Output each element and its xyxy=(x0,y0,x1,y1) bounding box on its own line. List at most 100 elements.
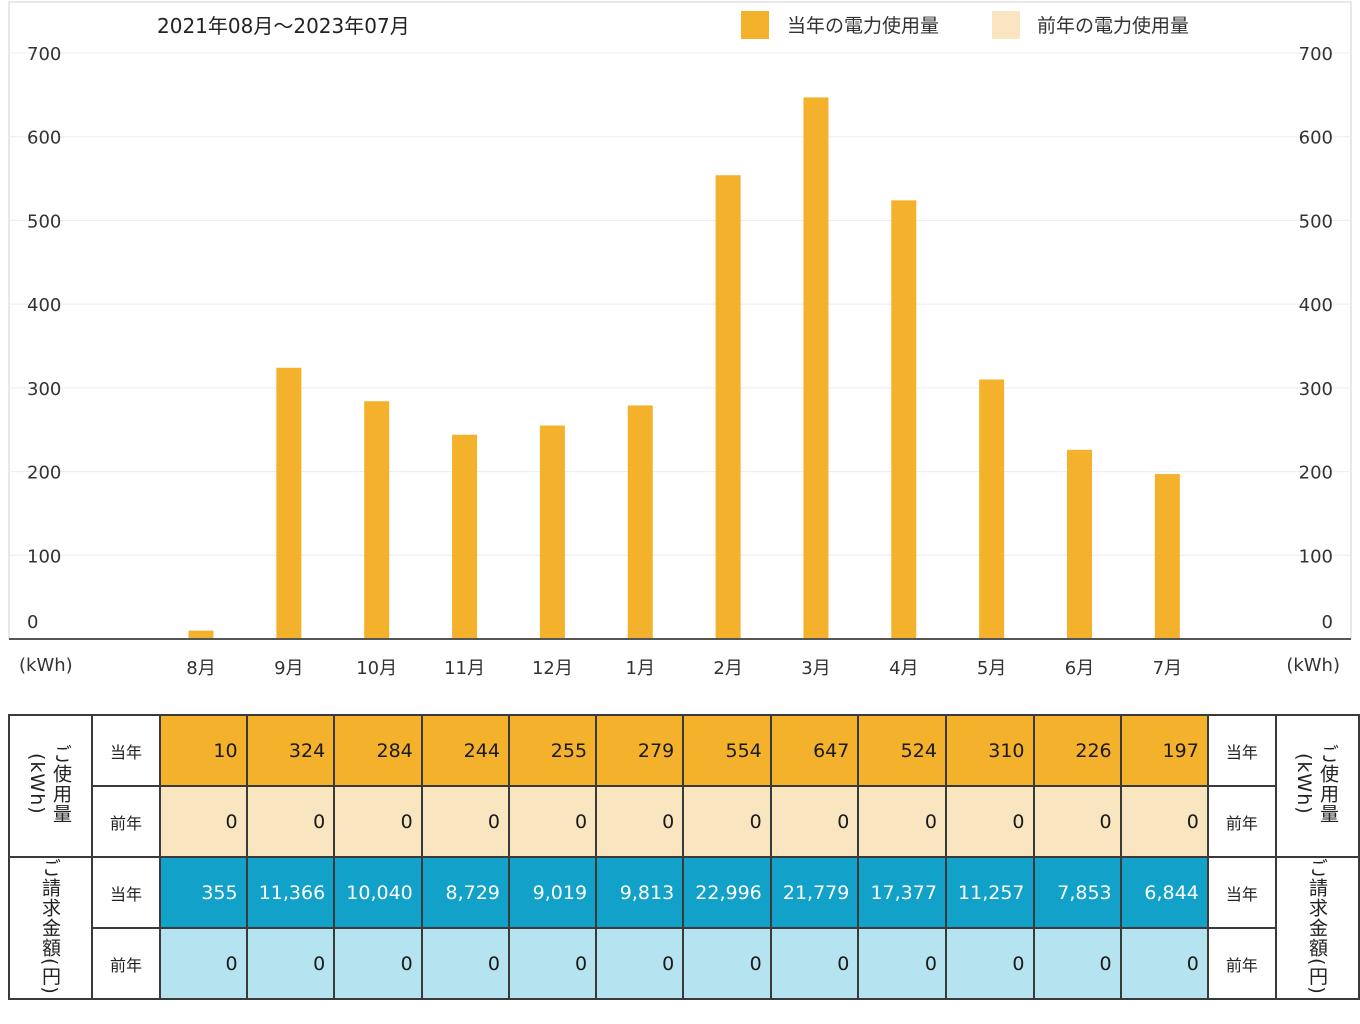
row-label-usage-previous-right: 前年 xyxy=(1206,785,1277,858)
usage-current-cell: 244 xyxy=(420,714,510,787)
legend-label-current: 当年の電力使用量 xyxy=(787,15,939,37)
legend-swatch-previous xyxy=(992,11,1020,39)
bar-current xyxy=(627,405,653,639)
usage-label: ご使用量(kWh) xyxy=(1292,744,1339,824)
x-tick-label: 10月 xyxy=(356,658,397,679)
legend-swatch-current xyxy=(741,11,769,39)
row-label-billing-current-right: 当年 xyxy=(1206,856,1277,929)
unit-label-left: (kWh) xyxy=(19,655,73,676)
usage-previous-cell: 0 xyxy=(1119,785,1209,858)
x-tick-label: 8月 xyxy=(186,658,215,679)
y-tick-label-right: 400 xyxy=(1299,295,1333,316)
y-tick-label-left: 600 xyxy=(27,128,61,149)
usage-previous-cell: 0 xyxy=(944,785,1035,858)
billing-previous-cell: 0 xyxy=(159,927,248,1000)
bar-current xyxy=(452,434,478,639)
x-tick-label: 3月 xyxy=(801,658,830,679)
bar-current xyxy=(979,379,1005,639)
x-tick-label: 12月 xyxy=(532,658,573,679)
chart-border xyxy=(8,1,1352,640)
billing-previous-cell: 0 xyxy=(682,927,772,1000)
x-tick-label: 1月 xyxy=(626,658,655,679)
y-tick-label-left: 0 xyxy=(27,612,38,633)
usage-current-cell: 647 xyxy=(769,714,860,787)
billing-previous-cell: 0 xyxy=(245,927,336,1000)
usage-current-cell: 10 xyxy=(159,714,248,787)
billing-current-cell: 6,844 xyxy=(1119,856,1209,929)
billing-previous-cell: 0 xyxy=(420,927,510,1000)
usage-previous-cell: 0 xyxy=(769,785,860,858)
usage-current-cell: 197 xyxy=(1119,714,1209,787)
usage-current-cell: 284 xyxy=(333,714,423,787)
bar-current xyxy=(539,425,565,639)
billing-current-cell: 355 xyxy=(159,856,248,929)
y-tick-label-right: 500 xyxy=(1299,211,1333,232)
billing-previous-cell: 0 xyxy=(1032,927,1122,1000)
billing-previous-cell: 0 xyxy=(769,927,860,1000)
billing-current-cell: 11,257 xyxy=(944,856,1035,929)
billing-previous-cell: 0 xyxy=(944,927,1035,1000)
usage-current-cell: 279 xyxy=(595,714,685,787)
bar-current xyxy=(1067,449,1092,639)
bar-current xyxy=(276,367,302,639)
billing-side-label-left: ご請求金額(円) xyxy=(8,856,93,1000)
y-tick-label-right: 0 xyxy=(1322,612,1333,633)
billing-current-cell: 10,040 xyxy=(333,856,423,929)
billing-previous-cell: 0 xyxy=(857,927,947,1000)
usage-side-label-left: ご使用量(kWh) xyxy=(8,714,93,858)
bar-current xyxy=(891,200,917,639)
y-tick-label-left: 200 xyxy=(27,463,61,484)
row-label-billing-current-left: 当年 xyxy=(90,856,162,929)
usage-current-cell: 226 xyxy=(1032,714,1122,787)
billing-current-cell: 11,366 xyxy=(245,856,336,929)
period-title: 2021年08月〜2023年07月 xyxy=(157,14,410,38)
usage-current-cell: 255 xyxy=(507,714,598,787)
usage-current-cell: 524 xyxy=(857,714,947,787)
x-tick-label: 4月 xyxy=(889,658,918,679)
usage-previous-cell: 0 xyxy=(333,785,423,858)
billing-previous-cell: 0 xyxy=(595,927,685,1000)
usage-current-cell: 310 xyxy=(944,714,1035,787)
billing-current-row: ご請求金額(円) 当年 355 11,366 10,040 8,729 9,01… xyxy=(8,856,1360,1000)
row-label-usage-current-left: 当年 xyxy=(90,714,162,787)
billing-previous-cell: 0 xyxy=(507,927,598,1000)
x-tick-label: 11月 xyxy=(444,658,485,679)
usage-previous-row: 前年 0 0 0 0 0 0 0 0 0 0 0 0 前年 xyxy=(9,785,1359,858)
billing-label: ご請求金額(円) xyxy=(1305,857,1328,995)
unit-label-right: (kWh) xyxy=(1286,655,1340,676)
usage-previous-cell: 0 xyxy=(245,785,336,858)
billing-current-cell: 22,996 xyxy=(682,856,772,929)
billing-side-label-right: ご請求金額(円) xyxy=(1274,856,1360,1000)
row-label-usage-current-right: 当年 xyxy=(1206,714,1277,787)
usage-previous-cell: 0 xyxy=(595,785,685,858)
usage-current-row: ご使用量(kWh) 当年 10 324 284 244 255 279 554 … xyxy=(8,714,1360,858)
billing-current-cell: 9,813 xyxy=(595,856,685,929)
billing-current-cell: 21,779 xyxy=(769,856,860,929)
legend-label-previous: 前年の電力使用量 xyxy=(1037,15,1189,37)
usage-side-label-right: ご使用量(kWh) xyxy=(1274,714,1360,858)
x-tick-label: 2月 xyxy=(713,658,742,679)
x-tick-label: 6月 xyxy=(1065,658,1094,679)
billing-current-cell: 8,729 xyxy=(420,856,510,929)
y-tick-label-left: 100 xyxy=(27,546,61,567)
y-tick-label-right: 700 xyxy=(1299,44,1333,65)
bar-current xyxy=(188,630,214,639)
bar-current xyxy=(803,97,829,639)
usage-billing-table: ご使用量(kWh) 当年 10 324 284 244 255 279 554 … xyxy=(8,714,1360,1000)
billing-current-cell: 17,377 xyxy=(857,856,947,929)
row-label-billing-previous-right: 前年 xyxy=(1206,927,1277,1000)
billing-label: ご請求金額(円) xyxy=(39,857,61,995)
bar-current xyxy=(715,175,741,640)
usage-label: ご使用量(kWh) xyxy=(26,744,72,824)
y-tick-label-right: 100 xyxy=(1299,546,1333,567)
y-tick-label-right: 300 xyxy=(1299,379,1333,400)
billing-previous-cell: 0 xyxy=(1119,927,1209,1000)
x-tick-label: 9月 xyxy=(274,658,303,679)
usage-current-cell: 324 xyxy=(245,714,336,787)
billing-current-cell: 9,019 xyxy=(507,856,598,929)
row-label-usage-previous-left: 前年 xyxy=(90,785,162,858)
x-tick-label: 7月 xyxy=(1153,658,1182,679)
y-tick-label-left: 700 xyxy=(27,44,61,65)
bar-current xyxy=(1154,474,1180,639)
